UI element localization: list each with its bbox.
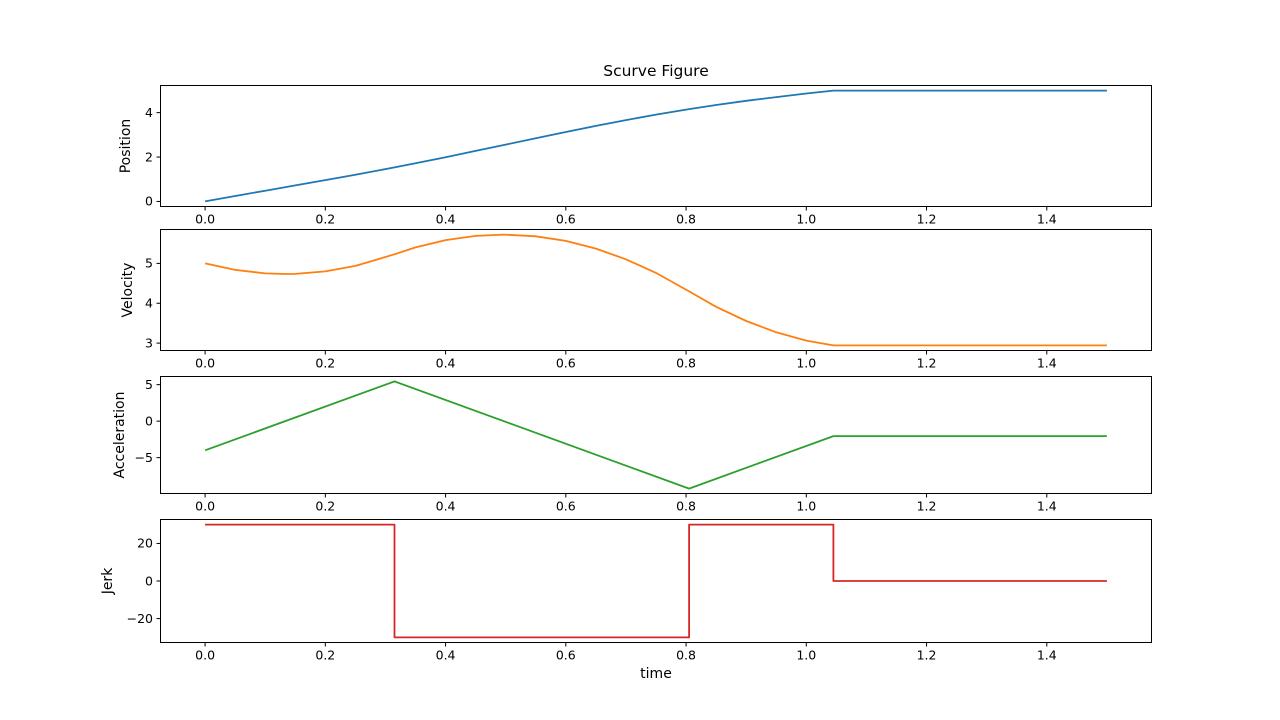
x-tick-label: 0.2 <box>315 648 335 663</box>
jerk-spines <box>160 519 1152 643</box>
y-tick-label: 5 <box>145 377 153 392</box>
x-tick-label: 0.0 <box>195 499 215 514</box>
x-tick-label: 0.2 <box>315 499 335 514</box>
velocity-plot-area: 0.0 0.2 0.4 0.6 0.8 1.0 1.2 1.4 3 4 5 <box>145 229 1152 371</box>
x-tick-label: 0.0 <box>195 212 215 227</box>
position-line <box>204 89 1107 203</box>
x-tick-label: 0.4 <box>436 356 456 371</box>
y-tick-label: −20 <box>127 611 153 626</box>
velocity-ylabel: Velocity <box>120 262 136 318</box>
x-tick-label: 1.2 <box>917 212 937 227</box>
x-tick-label: 0.2 <box>315 212 335 227</box>
position-spines <box>160 85 1152 207</box>
acceleration-spines <box>160 376 1152 494</box>
x-tick-label: 1.4 <box>1037 499 1057 514</box>
y-tick-label: 4 <box>145 296 153 311</box>
x-tick-label: 0.6 <box>556 648 576 663</box>
x-tick-label: 0.0 <box>195 648 215 663</box>
y-tick-label: 0 <box>145 573 153 588</box>
velocity-subplot: 0.0 0.2 0.4 0.6 0.8 1.0 1.2 1.4 3 4 5 <box>145 229 1152 371</box>
y-tick-label: 2 <box>145 149 153 164</box>
acceleration-plot-area: 0.0 0.2 0.4 0.6 0.8 1.0 1.2 1.4 −5 0 5 <box>135 376 1152 514</box>
x-tick-label: 0.8 <box>676 212 696 227</box>
x-tick-label: 0.6 <box>556 499 576 514</box>
x-tick-label: 0.8 <box>676 356 696 371</box>
y-tick-label: 4 <box>145 105 153 120</box>
y-tick-label: 0 <box>145 194 153 209</box>
y-tick-label: 3 <box>145 335 153 350</box>
x-tick-label: 0.6 <box>556 356 576 371</box>
y-tick-label: 5 <box>145 256 153 271</box>
acceleration-subplot: 0.0 0.2 0.4 0.6 0.8 1.0 1.2 1.4 −5 0 5 <box>135 376 1152 514</box>
jerk-subplot: 0.0 0.2 0.4 0.6 0.8 1.0 1.2 1.4 −20 0 20 <box>127 519 1152 663</box>
x-tick-label: 0.2 <box>315 356 335 371</box>
x-tick-label: 1.4 <box>1037 648 1057 663</box>
acceleration-ylabel: Acceleration <box>112 391 128 479</box>
position-subplot: 0.0 0.2 0.4 0.6 0.8 1.0 1.2 1.4 0 2 4 <box>145 85 1152 227</box>
x-tick-label: 0.4 <box>436 499 456 514</box>
x-tick-label: 1.2 <box>917 499 937 514</box>
x-tick-label: 0.6 <box>556 212 576 227</box>
x-tick-label: 0.8 <box>676 648 696 663</box>
y-tick-label: −5 <box>135 450 153 465</box>
x-tick-label: 1.0 <box>796 356 816 371</box>
x-tick-label: 0.0 <box>195 356 215 371</box>
x-tick-label: 1.4 <box>1037 212 1057 227</box>
position-ylabel: Position <box>118 118 134 174</box>
jerk-line <box>205 523 1107 639</box>
time-xlabel: time <box>640 666 672 682</box>
x-tick-label: 1.0 <box>796 648 816 663</box>
position-plot-area: 0.0 0.2 0.4 0.6 0.8 1.0 1.2 1.4 0 2 4 <box>145 85 1152 227</box>
acceleration-line <box>204 380 1107 490</box>
velocity-spines <box>160 229 1152 351</box>
x-tick-label: 1.4 <box>1037 356 1057 371</box>
y-tick-label: 0 <box>145 413 153 428</box>
x-tick-label: 1.0 <box>796 499 816 514</box>
x-tick-label: 0.4 <box>436 648 456 663</box>
x-tick-label: 1.0 <box>796 212 816 227</box>
x-tick-label: 1.2 <box>917 648 937 663</box>
jerk-plot-area: 0.0 0.2 0.4 0.6 0.8 1.0 1.2 1.4 −20 0 20 <box>127 519 1152 663</box>
jerk-ylabel: Jerk <box>100 567 116 595</box>
figure-title: Scurve Figure <box>603 62 709 80</box>
x-tick-label: 1.2 <box>917 356 937 371</box>
y-tick-label: 20 <box>137 536 153 551</box>
x-tick-label: 0.4 <box>436 212 456 227</box>
velocity-line <box>204 233 1107 347</box>
x-tick-label: 0.8 <box>676 499 696 514</box>
